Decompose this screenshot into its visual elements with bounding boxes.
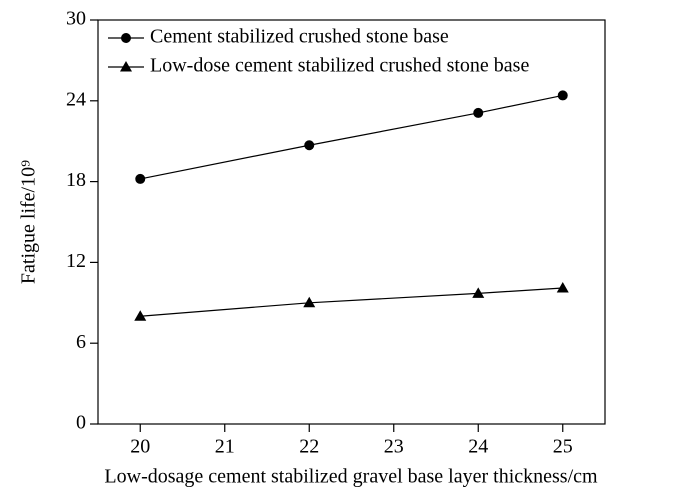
data-point xyxy=(134,310,147,321)
series-line xyxy=(140,287,563,317)
x-tick-label: 21 xyxy=(215,436,235,458)
y-tick-label: 18 xyxy=(66,169,86,191)
data-point xyxy=(135,173,146,184)
x-tick-label: 22 xyxy=(299,436,319,458)
y-tick-label: 0 xyxy=(76,412,86,434)
legend-label: Cement stabilized crushed stone base xyxy=(150,26,449,48)
plot-frame xyxy=(97,19,606,425)
y-tick-label: 12 xyxy=(66,250,86,272)
y-axis-label: Fatigue life/10⁹ xyxy=(18,160,40,284)
data-point xyxy=(473,107,484,118)
legend-marker xyxy=(120,61,132,72)
y-tick-label: 6 xyxy=(76,331,86,353)
data-point xyxy=(303,296,316,308)
y-tick-label: 30 xyxy=(66,8,86,30)
data-point xyxy=(304,140,315,151)
legend-label: Low-dose cement stabilized crushed stone… xyxy=(150,55,529,77)
x-tick-label: 20 xyxy=(130,436,150,458)
legend-marker xyxy=(121,33,131,43)
x-tick-label: 24 xyxy=(468,436,488,458)
y-tick-label: 24 xyxy=(66,88,86,110)
x-axis-label: Low-dosage cement stabilized gravel base… xyxy=(104,466,598,488)
x-tick-label: 25 xyxy=(553,436,573,458)
data-point xyxy=(472,287,485,298)
series-line xyxy=(140,94,563,180)
x-tick-label: 23 xyxy=(384,436,404,458)
data-point xyxy=(557,90,568,101)
data-point xyxy=(556,281,569,293)
